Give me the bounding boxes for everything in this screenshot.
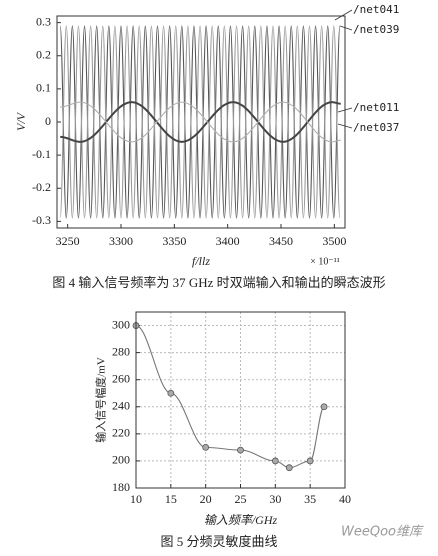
x-multiplier: × 10⁻¹¹	[310, 256, 339, 267]
legend-label: /net011	[353, 101, 399, 114]
series-line	[60, 101, 341, 143]
point	[202, 443, 210, 451]
y-tick-label: 300	[112, 317, 130, 331]
y-tick-label: 280	[112, 344, 130, 358]
x-tick-label: 20	[200, 492, 212, 506]
x-tick-label: 15	[165, 492, 177, 506]
point	[167, 389, 175, 397]
point	[320, 403, 328, 411]
x-tick-label: 3300	[109, 234, 133, 248]
y-axis-label: 输入信号幅度/mV	[94, 357, 108, 443]
y-tick-label: 200	[112, 453, 130, 467]
point	[237, 446, 244, 454]
y-tick-label: 0	[45, 114, 51, 128]
plot-frame	[135, 311, 346, 489]
point	[306, 457, 314, 465]
x-tick-label: 3250	[56, 234, 80, 248]
point	[285, 464, 293, 472]
x-tick-label: 10	[130, 492, 142, 506]
leader-line	[334, 9, 353, 21]
y-tick-label: 260	[112, 371, 130, 385]
y-tick-label: 0.2	[36, 48, 51, 62]
watermark: WeeQoo维库	[341, 525, 424, 540]
y-tick-label: -0.3	[32, 213, 51, 227]
x-tick-label: 35	[304, 492, 316, 506]
x-tick-label: 30	[269, 492, 281, 506]
x-tick-label: 3400	[216, 234, 240, 248]
series-line	[59, 25, 341, 219]
leader-line	[339, 25, 353, 31]
figure-caption: 图 5 分频灵敏度曲线	[160, 534, 277, 549]
figure-caption: 图 4 输入信号频率为 37 GHz 时双端输入和输出的瞬态波形	[52, 275, 385, 290]
y-axis-label: V/V	[14, 111, 28, 131]
x-tick-label: 40	[339, 492, 351, 506]
y-tick-label: 240	[112, 399, 130, 413]
x-tick-label: 3450	[269, 234, 293, 248]
legend-label: /net039	[353, 23, 399, 36]
legend-label: /net041	[353, 3, 399, 16]
point	[271, 457, 279, 465]
y-tick-label: 0.3	[36, 14, 51, 28]
x-tick-label: 3350	[162, 234, 186, 248]
x-tick-label: 25	[235, 492, 247, 506]
y-tick-label: 180	[112, 480, 130, 494]
y-tick-label: 0.1	[36, 81, 51, 95]
legend-label: /net037	[353, 121, 399, 134]
x-axis-label: f/llz	[192, 254, 210, 268]
y-tick-label: 220	[112, 426, 130, 440]
y-tick-label: -0.1	[32, 147, 51, 161]
y-tick-label: -0.2	[32, 180, 51, 194]
x-tick-label: 3500	[322, 234, 346, 248]
plot-frame	[56, 15, 346, 229]
x-axis-label: 输入频率/GHz	[204, 513, 278, 527]
series-line	[59, 25, 341, 219]
